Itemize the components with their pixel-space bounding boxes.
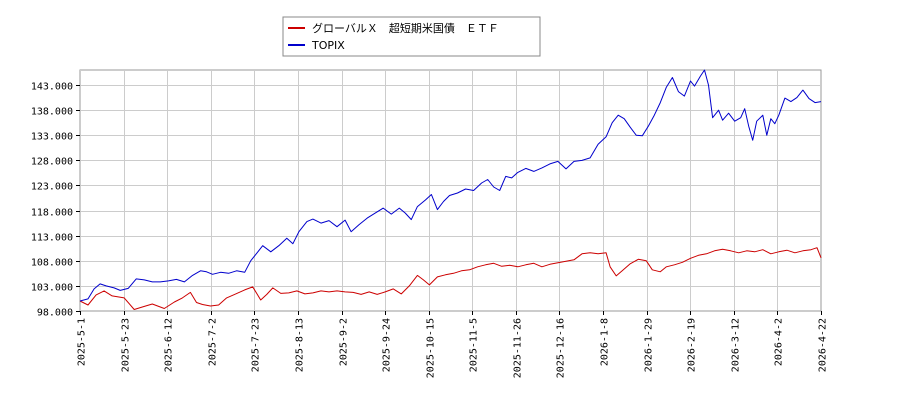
x-tick-label: 2025-12-16 [556,318,567,378]
series-lines [79,69,822,310]
y-tick-label: 123.000 [31,182,73,193]
x-tick-label: 2026-3-12 [731,318,742,372]
x-tick-label: 2025-11-26 [513,318,524,378]
x-tick-label: 2025-11-5 [469,318,480,372]
series-line-1 [79,69,822,302]
legend-label-series-1: TOPIX [311,39,345,52]
legend-box [282,16,541,57]
x-tick-label: 2025-9-24 [382,318,393,372]
x-tick-label: 2025-7-2 [208,318,219,366]
x-tick-label: 2026-4-2 [774,318,785,366]
y-tick-label: 128.000 [31,157,73,168]
x-tick-label: 2025-9-2 [339,318,350,366]
legend: グローバルＸ 超短期米国債 ＥＴＦ TOPIX [282,16,541,57]
x-tick-label: 2025-5-23 [121,318,132,372]
y-tick-label: 143.000 [31,82,73,93]
x-tick-label: 2025-5-1 [77,318,88,366]
x-tick-label: 2025-8-13 [295,318,306,372]
y-tick-label: 108.000 [31,258,73,269]
y-tick-label: 118.000 [31,208,73,219]
y-tick-label: 133.000 [31,132,73,143]
y-tick-label: 113.000 [31,233,73,244]
y-axis-ticks: 98.000 103.000 108.000 113.000 118.000 123.00… [31,82,80,319]
x-tick-label: 2025-10-15 [426,318,437,378]
x-tick-label: 2025-6-12 [164,318,175,372]
y-tick-label: 103.000 [31,283,73,294]
y-tick-label: 138.000 [31,107,73,118]
y-tick-label: 98.000 [37,308,73,319]
x-tick-label: 2026-2-19 [687,318,698,372]
gridlines [80,70,822,312]
series-line-0 [79,247,822,310]
x-tick-label: 2026-4-22 [818,318,829,372]
x-tick-label: 2026-1-8 [600,318,611,366]
plot-area [79,69,822,312]
legend-label-series-0: グローバルＸ 超短期米国債 ＥＴＦ [312,21,499,35]
x-axis-ticks: 2025-5-1 2025-5-23 2025-6-12 2025-7-2 2025-7… [77,311,829,378]
x-tick-label: 2026-1-29 [644,318,655,372]
x-tick-label: 2025-7-23 [251,318,262,372]
